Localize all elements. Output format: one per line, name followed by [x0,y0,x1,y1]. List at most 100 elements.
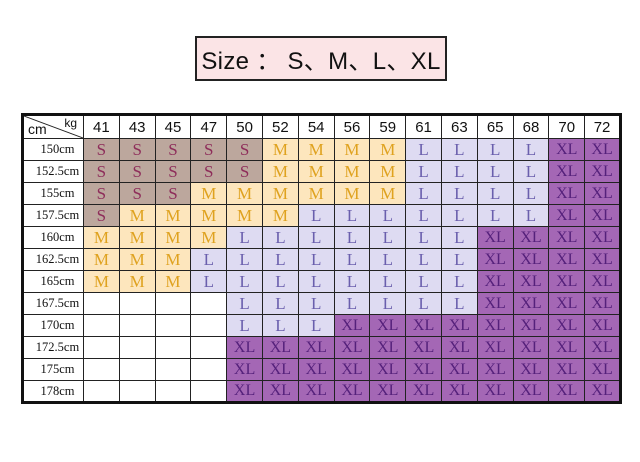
size-cell: M [297,182,335,205]
height-label: 165cm [22,270,84,293]
size-cell: L [261,270,299,293]
empty-cell [190,336,228,359]
size-cell: M [154,226,192,249]
size-cell: L [512,160,550,183]
size-cell: S [190,160,228,183]
size-cell: S [154,138,192,161]
height-label: 155cm [22,182,84,205]
size-cell: L [190,270,228,293]
table-row: 150cm S S S S S M M M M L L L L XL XL [22,138,621,161]
size-cell: L [297,204,335,227]
size-cell: L [333,248,371,271]
size-cell: L [476,182,514,205]
corner-header: kg cm [22,114,84,139]
weight-header-cell: 45 [154,114,192,139]
size-cell: L [333,226,371,249]
size-cell: L [405,292,442,315]
size-cell: L [226,248,263,271]
empty-cell [118,380,156,403]
size-cell: XL [512,292,550,315]
size-cell: XL [548,358,586,381]
size-title-text: Size ： S、M、L、XL [201,48,441,75]
weight-header-cell: 61 [405,114,442,139]
empty-cell [118,358,156,381]
size-cell: M [83,248,120,271]
size-cell: L [369,292,407,315]
size-cell: XL [548,314,586,337]
size-cell: XL [548,248,586,271]
size-cell: M [118,204,156,227]
empty-cell [190,358,228,381]
height-label: 178cm [22,380,84,403]
size-cell: XL [333,358,371,381]
size-cell: L [261,226,299,249]
size-cell: M [261,182,299,205]
weight-header-cell: 50 [226,114,263,139]
size-cell: XL [405,358,442,381]
size-cell: S [154,182,192,205]
size-cell: XL [333,314,371,337]
size-cell: XL [548,204,586,227]
size-cell: XL [297,380,335,403]
size-cell: XL [476,336,514,359]
size-cell: XL [548,182,586,205]
size-cell: L [440,138,478,161]
empty-cell [118,336,156,359]
empty-cell [190,380,228,403]
size-cell: L [405,270,442,293]
size-cell: XL [405,380,442,403]
size-cell: L [226,314,263,337]
size-cell: M [369,182,407,205]
size-cell: XL [226,336,263,359]
height-label: 170cm [22,314,84,337]
size-cell: XL [261,336,299,359]
size-cell: L [476,160,514,183]
size-cell: M [333,182,371,205]
size-cell: L [297,314,335,337]
size-chart-table: kg cm 41 43 45 47 50 52 54 56 59 61 63 65 68 70 72 150… [21,113,622,404]
size-cell: XL [369,314,407,337]
size-cell: L [405,248,442,271]
size-cell: XL [405,314,442,337]
size-cell: XL [440,358,478,381]
size-cell: S [154,160,192,183]
size-cell: L [297,248,335,271]
table-row: 152.5cm S S S S S M M M M L L L L XL XL [22,160,621,183]
size-cell: M [118,226,156,249]
size-cell: XL [333,380,371,403]
corner-kg-label: kg [64,116,77,130]
size-cell: XL [512,380,550,403]
size-cell: L [261,248,299,271]
weight-header-cell: 70 [548,114,586,139]
size-cell: XL [512,226,550,249]
size-cell: XL [440,336,478,359]
size-cell: XL [548,160,586,183]
size-cell: XL [297,336,335,359]
table-row: 165cm M M M L L L L L L L L XL XL XL XL [22,270,621,293]
size-cell: XL [476,314,514,337]
size-cell: XL [512,248,550,271]
size-cell: L [369,226,407,249]
size-cell: XL [369,336,407,359]
size-cell: S [226,138,263,161]
empty-cell [83,292,120,315]
size-cell: L [405,160,442,183]
size-cell: XL [512,336,550,359]
size-cell: M [369,160,407,183]
size-cell: L [405,226,442,249]
table-row: 170cm L L L XL XL XL XL XL XL XL XL [22,314,621,337]
size-cell: M [118,270,156,293]
weight-header-cell: 63 [440,114,478,139]
size-cell: XL [548,138,586,161]
empty-cell [118,292,156,315]
weight-header-row: kg cm 41 43 45 47 50 52 54 56 59 61 63 65 68 70 72 [22,114,621,139]
size-cell: S [118,160,156,183]
size-cell: XL [333,336,371,359]
size-cell: L [261,292,299,315]
size-cell: L [440,204,478,227]
corner-cm-label: cm [28,121,47,137]
size-cell: XL [476,270,514,293]
size-cell: L [369,204,407,227]
size-chart-body: 150cm S S S S S M M M M L L L L XL XL 152.5cm S S S S S M M M M L L… [22,138,621,403]
size-cell: XL [584,248,621,271]
